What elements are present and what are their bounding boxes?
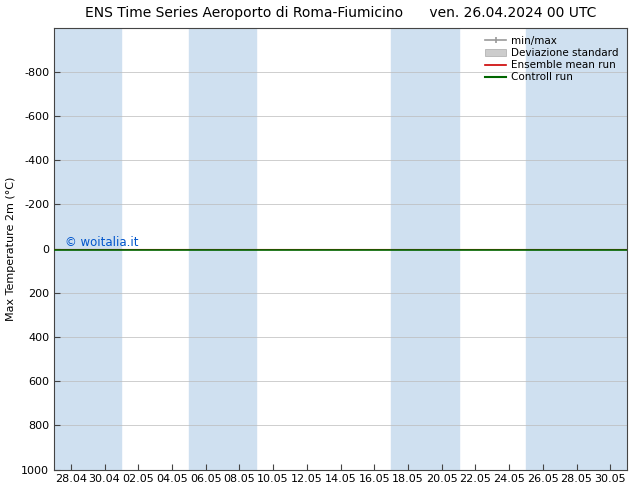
Y-axis label: Max Temperature 2m (°C): Max Temperature 2m (°C) [6,176,16,321]
Bar [526,27,627,469]
Text: © woitalia.it: © woitalia.it [65,236,139,249]
Title: ENS Time Series Aeroporto di Roma-Fiumicino      ven. 26.04.2024 00 UTC: ENS Time Series Aeroporto di Roma-Fiumic… [85,5,596,20]
Legend: min/max, Deviazione standard, Ensemble mean run, Controll run: min/max, Deviazione standard, Ensemble m… [482,33,622,85]
Bar [54,27,121,469]
Bar [189,27,256,469]
Bar [391,27,458,469]
